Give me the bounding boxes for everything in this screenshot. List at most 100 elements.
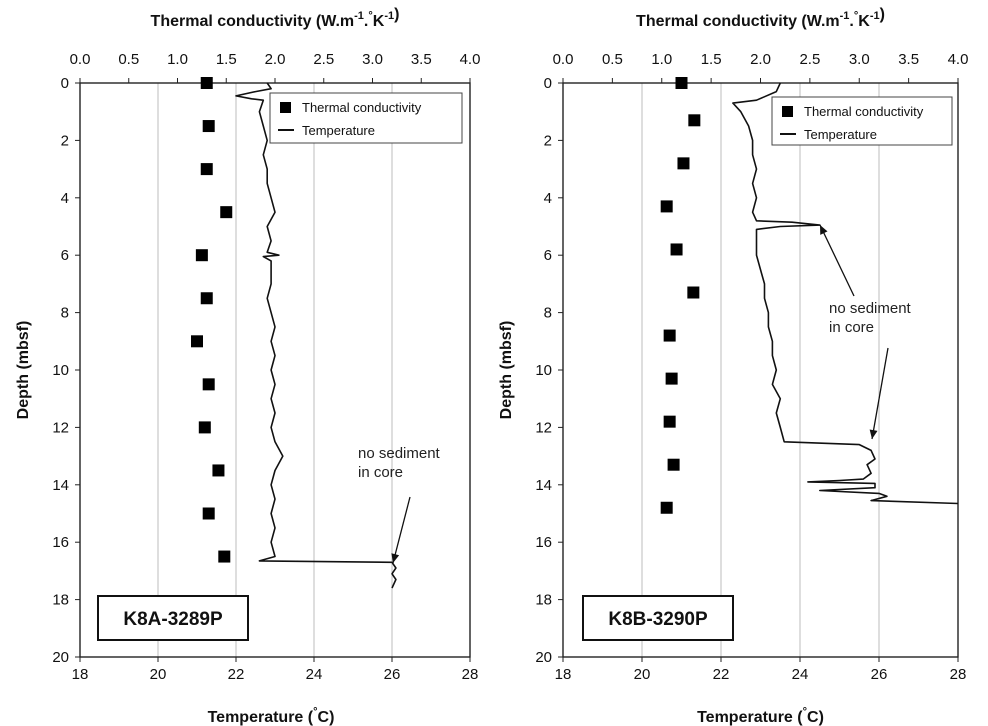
y-axis-title: Depth (mbsf) [15, 321, 32, 420]
depth-tick-label: 12 [52, 419, 69, 436]
annotation-arrow [392, 496, 411, 564]
temperature-series-line [732, 82, 959, 505]
bottom-tick-label: 26 [384, 666, 401, 683]
bottom-tick-label: 22 [228, 666, 245, 683]
depth-tick-label: 8 [61, 305, 69, 322]
bottom-tick-label: 28 [950, 666, 967, 683]
bottom-axis-title: Temperature (°C) [208, 706, 335, 726]
top-tick-label: 3.5 [411, 51, 432, 68]
bottom-tick-label: 20 [150, 666, 167, 683]
conductivity-point [660, 200, 673, 213]
conductivity-point [663, 329, 676, 342]
top-tick-label: 3.0 [849, 51, 870, 68]
bottom-tick-label: 28 [462, 666, 479, 683]
top-tick-label: 2.0 [265, 51, 286, 68]
conductivity-point [688, 114, 701, 127]
top-tick-label: 0.0 [70, 51, 91, 68]
top-tick-label: 0.0 [553, 51, 574, 68]
top-tick-label: 3.0 [362, 51, 383, 68]
depth-tick-label: 4 [61, 190, 69, 207]
top-tick-label: 1.0 [651, 51, 672, 68]
depth-tick-label: 20 [535, 649, 552, 666]
chart-panel-1: 0.0 0.5 1.0 1.5 2.0 2.5 3.0 3.5 4.018 20 22 24 26 280… [15, 51, 480, 683]
top-tick-label: 4.0 [948, 51, 969, 68]
y-axis-title: Depth (mbsf) [498, 321, 515, 420]
top-tick-label: 1.5 [216, 51, 237, 68]
conductivity-point [202, 378, 215, 391]
conductivity-point [660, 501, 673, 514]
bottom-axis-title: Temperature (°C) [697, 706, 824, 726]
depth-tick-label: 10 [535, 362, 552, 379]
legend-label: Thermal conductivity [302, 100, 422, 115]
core-label: K8B-3290P [608, 609, 708, 630]
annotation-arrowhead [391, 553, 400, 563]
depth-tick-label: 8 [544, 305, 552, 322]
legend-label: Temperature [302, 123, 375, 138]
plot-frame [562, 82, 959, 658]
annotation-arrow [819, 224, 855, 297]
conductivity-point [665, 372, 678, 385]
bottom-tick-label: 18 [72, 666, 89, 683]
bottom-tick-label: 18 [555, 666, 572, 683]
depth-tick-label: 2 [544, 132, 552, 149]
conductivity-point [198, 421, 211, 434]
legend-marker-conductivity [782, 106, 793, 117]
top-tick-label: 4.0 [460, 51, 481, 68]
legend-marker-conductivity [280, 102, 291, 113]
depth-tick-label: 14 [52, 477, 69, 494]
temperature-series-line [235, 82, 397, 589]
bottom-tick-label: 22 [713, 666, 730, 683]
top-tick-label: 1.0 [167, 51, 188, 68]
core-label: K8A-3289P [123, 609, 223, 630]
bottom-tick-label: 26 [871, 666, 888, 683]
depth-tick-label: 2 [61, 132, 69, 149]
legend-label: Thermal conductivity [804, 104, 924, 119]
conductivity-point [212, 464, 225, 477]
top-tick-label: 2.5 [313, 51, 334, 68]
top-tick-label: 2.0 [750, 51, 771, 68]
depth-tick-label: 18 [535, 592, 552, 609]
annotation-arrowhead [869, 429, 878, 439]
conductivity-point [202, 507, 215, 520]
conductivity-point [687, 286, 700, 299]
top-axis-title: Thermal conductivity (W.m-1.°K-1) [636, 6, 885, 30]
legend-label: Temperature [804, 127, 877, 142]
depth-tick-label: 12 [535, 419, 552, 436]
depth-tick-label: 14 [535, 477, 552, 494]
depth-tick-label: 20 [52, 649, 69, 666]
core-label-box [582, 595, 734, 641]
bottom-tick-label: 20 [634, 666, 651, 683]
depth-tick-label: 18 [52, 592, 69, 609]
top-tick-label: 2.5 [799, 51, 820, 68]
conductivity-point [667, 458, 680, 471]
bottom-tick-label: 24 [306, 666, 323, 683]
core-label-box [97, 595, 249, 641]
depth-tick-label: 10 [52, 362, 69, 379]
conductivity-point [218, 550, 231, 563]
depth-tick-label: 6 [544, 247, 552, 264]
bottom-tick-label: 24 [792, 666, 809, 683]
conductivity-point [191, 335, 203, 348]
depth-tick-label: 16 [52, 534, 69, 551]
depth-tick-label: 0 [544, 75, 552, 92]
legend-box [771, 96, 953, 146]
depth-tick-label: 0 [61, 75, 69, 92]
conductivity-point [675, 77, 688, 89]
annotation-text: no sediment in core [358, 445, 441, 481]
annotation-text: no sediment in core [829, 300, 912, 336]
conductivity-point [202, 120, 215, 133]
annotation-arrowhead [820, 225, 828, 235]
top-tick-label: 3.5 [898, 51, 919, 68]
chart-panel-2: 0.0 0.5 1.0 1.5 2.0 2.5 3.0 3.5 4.018 20 22 24 26 280… [498, 51, 968, 683]
conductivity-point [670, 243, 683, 256]
conductivity-point [200, 77, 213, 89]
conductivity-point [195, 249, 208, 262]
top-tick-label: 0.5 [602, 51, 623, 68]
conductivity-point [677, 157, 690, 170]
plot-frame [79, 82, 471, 658]
conductivity-point [220, 206, 233, 219]
legend-box [269, 92, 463, 144]
depth-tick-label: 4 [544, 190, 552, 207]
conductivity-point [200, 163, 213, 176]
